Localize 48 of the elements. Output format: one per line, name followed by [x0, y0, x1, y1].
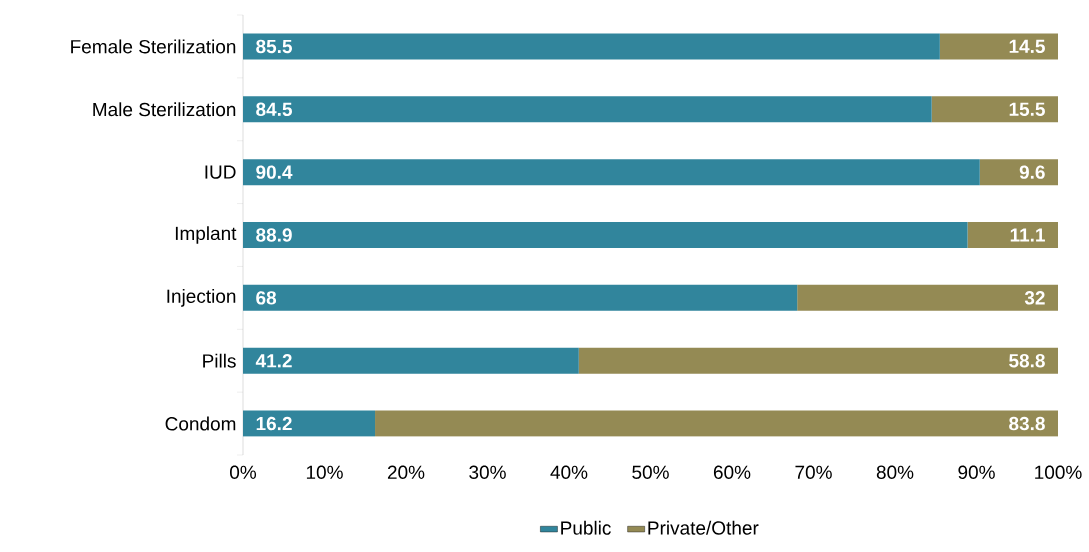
x-tick-label: 90% — [958, 465, 995, 479]
bar — [243, 222, 968, 248]
y-tick-label: Female Sterilization — [71, 39, 236, 54]
bar — [243, 33, 940, 60]
bar — [931, 96, 1059, 123]
x-tick-label: 40% — [550, 465, 588, 479]
x-tick-label: 50% — [632, 465, 669, 479]
x-tick-label: 80% — [876, 465, 914, 479]
y-tick-label: Implant — [175, 226, 237, 244]
data-label: 83.8 — [1009, 416, 1045, 431]
bar — [939, 33, 1059, 60]
x-tick-label: 20% — [387, 465, 425, 479]
bar — [243, 347, 579, 374]
y-tick-label: Condom — [165, 416, 236, 431]
data-label: 32 — [1024, 291, 1045, 305]
bar — [243, 96, 932, 123]
y-tick-label: Male Sterilization — [93, 102, 236, 117]
data-label: 90.4 — [256, 165, 293, 179]
bar — [243, 284, 798, 311]
bar — [243, 410, 376, 437]
bar — [967, 222, 1059, 248]
data-label: 11.1 — [1010, 228, 1045, 242]
data-label: 88.9 — [256, 228, 292, 242]
bar — [243, 159, 980, 186]
x-tick-label: 100% — [1035, 465, 1082, 479]
data-label: 84.5 — [256, 102, 292, 117]
y-tick-label: Pills — [203, 353, 236, 368]
x-tick-label: 70% — [795, 465, 832, 479]
data-label: 9.6 — [1019, 165, 1045, 179]
data-label: 15.5 — [1009, 102, 1045, 116]
data-label: 68 — [256, 291, 277, 305]
bar — [979, 159, 1059, 186]
data-label: 58.8 — [1009, 353, 1045, 368]
bar — [797, 284, 1059, 311]
data-label: 41.2 — [255, 354, 292, 368]
x-tick-label: 10% — [306, 465, 343, 479]
x-tick-label: 30% — [469, 465, 506, 479]
x-tick-label: 60% — [713, 465, 751, 479]
y-tick-label: Injection — [167, 289, 236, 307]
y-tick-label: IUD — [205, 165, 236, 179]
bar — [375, 410, 1059, 437]
legend-label: Public — [561, 520, 611, 535]
data-label: 16.2 — [256, 416, 292, 431]
data-label: 85.5 — [256, 39, 292, 54]
x-tick-label: 0% — [230, 465, 257, 479]
data-label: 14.5 — [1009, 39, 1045, 54]
bar — [578, 347, 1059, 374]
legend-label: Private/Other — [648, 520, 759, 535]
